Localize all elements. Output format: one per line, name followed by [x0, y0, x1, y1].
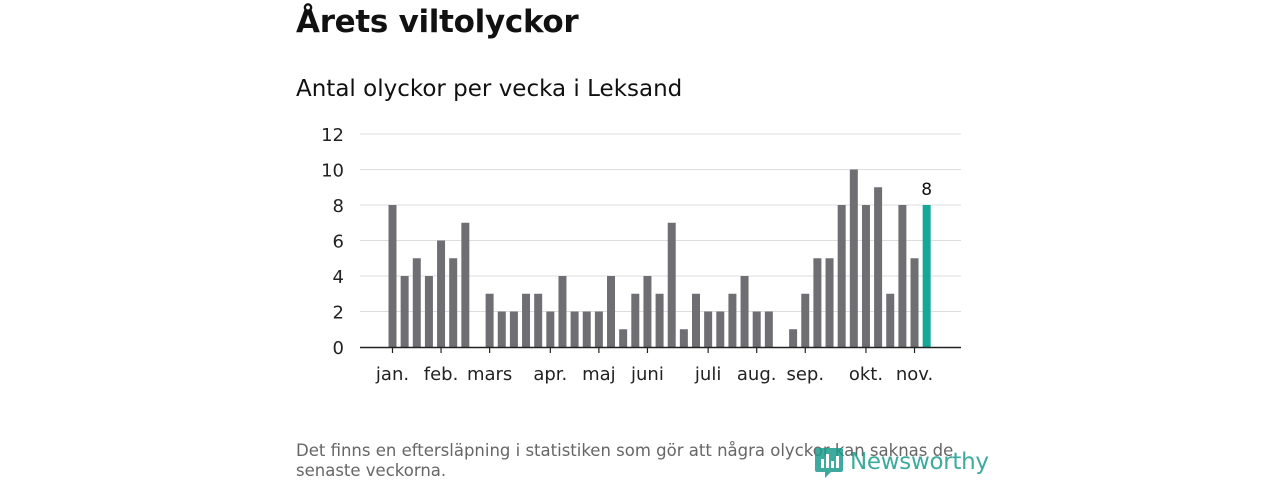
bar [619, 329, 628, 347]
x-tick-label: maj [582, 364, 616, 385]
x-tick-label: okt. [849, 364, 883, 385]
page-title: Årets viltolyckor [296, 4, 579, 40]
bar [825, 258, 834, 347]
footnote: Det finns en eftersläpning i statistiken… [296, 441, 954, 480]
brand-logo: Newsworthy [814, 444, 989, 480]
data-label: 8 [921, 180, 932, 200]
x-tick-label: feb. [424, 364, 459, 385]
y-tick-label: 4 [333, 267, 344, 288]
bar [789, 329, 798, 347]
bar [437, 240, 446, 347]
bars [388, 169, 931, 347]
newsworthy-logo-icon [815, 448, 843, 478]
bar [558, 276, 567, 347]
bar [388, 205, 397, 347]
bar [801, 293, 810, 347]
bar [886, 293, 895, 347]
bar [667, 222, 676, 347]
bar [497, 311, 506, 347]
bar [716, 311, 725, 347]
x-tick-label: mars [467, 364, 512, 385]
bar [752, 311, 761, 347]
bar [485, 293, 494, 347]
bar [570, 311, 579, 347]
bar [546, 311, 555, 347]
y-tick-label: 10 [321, 161, 344, 182]
bar [400, 276, 409, 347]
chart-title: Antal olyckor per vecka i Leksand [296, 76, 683, 102]
bar [534, 293, 543, 347]
x-axis-ticks: jan. feb. mars apr. maj juni juli aug. sep. okt. n… [360, 346, 961, 385]
x-tick-label: nov. [896, 364, 933, 385]
bar [643, 276, 652, 347]
bar [522, 293, 531, 347]
bar-chart: 0 2 4 6 8 10 12 jan. feb. mars apr. maj juni juli aug… [321, 125, 961, 385]
bar [740, 276, 749, 347]
y-tick-label: 2 [333, 303, 344, 324]
brand-name: Newsworthy [850, 449, 989, 475]
bar [704, 311, 713, 347]
bar [764, 311, 773, 347]
bar [631, 293, 640, 347]
x-tick-label: juni [630, 364, 664, 385]
bar [849, 169, 858, 347]
bar [679, 329, 688, 347]
bar [607, 276, 616, 347]
bar [412, 258, 421, 347]
bar [449, 258, 458, 347]
bar [874, 187, 883, 347]
bar [424, 276, 433, 347]
bar [461, 222, 470, 347]
bar [594, 311, 603, 347]
bar [509, 311, 518, 347]
bar [582, 311, 591, 347]
bar [910, 258, 919, 347]
bar [655, 293, 664, 347]
x-tick-label: apr. [533, 364, 567, 385]
x-tick-label: jan. [375, 364, 409, 385]
y-axis-ticks: 0 2 4 6 8 10 12 [321, 125, 344, 359]
bar [837, 205, 846, 347]
bar [861, 205, 870, 347]
bar [898, 205, 907, 347]
data-labels: 8 [921, 180, 932, 200]
bar [813, 258, 822, 347]
x-tick-label: aug. [737, 364, 777, 385]
x-tick-label: sep. [786, 364, 824, 385]
bar-highlight [922, 205, 931, 347]
x-tick-label: juli [694, 364, 721, 385]
y-tick-label: 12 [321, 125, 344, 146]
bar [692, 293, 700, 347]
y-tick-label: 6 [333, 232, 344, 253]
bar [728, 293, 737, 347]
y-tick-label: 0 [333, 338, 344, 359]
y-tick-label: 8 [333, 196, 344, 217]
